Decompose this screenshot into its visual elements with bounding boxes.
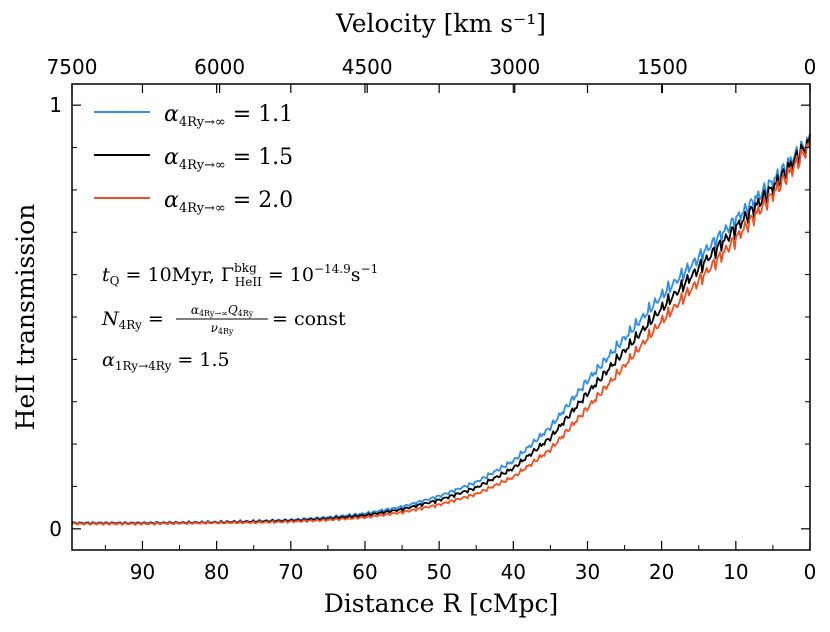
y-tick-label-1: 1 bbox=[49, 93, 62, 117]
series-layer bbox=[71, 132, 811, 526]
legend: α4Ry→∞ = 1.1 α4Ry→∞ = 1.5 α4Ry→∞ = 2.0 bbox=[94, 102, 293, 216]
annotation-line-1: tQ = 10Myr, Γbkg HeII = 10−14.9s−1 bbox=[102, 261, 378, 289]
legend-value-1: 1.1 bbox=[258, 102, 293, 127]
x-tick-label-0: 90 bbox=[130, 560, 155, 584]
top-tick-label-5: 0 bbox=[804, 55, 817, 79]
x-tick-label-3: 60 bbox=[352, 560, 377, 584]
x-tick-label-1: 80 bbox=[204, 560, 229, 584]
series-line-1 bbox=[71, 132, 811, 526]
x-tick-label-6: 30 bbox=[575, 560, 600, 584]
series-line-2 bbox=[71, 135, 811, 526]
x-tick-label-7: 20 bbox=[649, 560, 674, 584]
annotation-frac-den: ν4Ry bbox=[211, 321, 234, 336]
annotation-line-2: N4Ry = bbox=[101, 308, 164, 332]
annotation-line-3: α1Ry→4Ry = 1.5 bbox=[102, 349, 230, 373]
annotation-const: = const bbox=[272, 308, 346, 330]
x-tick-label-9: 0 bbox=[804, 560, 817, 584]
top-tick-label-1: 6000 bbox=[194, 55, 245, 79]
legend-label-2: α4Ry→∞ = 1.5 bbox=[164, 145, 293, 173]
x-axis-label: Distance R [cMpc] bbox=[324, 589, 559, 618]
annotation-frac-num: α4Ry→∞Q4Ry bbox=[191, 303, 254, 318]
x-tick-label-2: 70 bbox=[278, 560, 303, 584]
legend-value-3: 2.0 bbox=[258, 188, 293, 213]
top-tick-label-4: 1500 bbox=[637, 55, 688, 79]
legend-label-1: α4Ry→∞ = 1.1 bbox=[164, 102, 293, 130]
plot-frame bbox=[71, 83, 811, 551]
y-axis-label: HeII transmission bbox=[11, 204, 40, 431]
x-tick-label-8: 10 bbox=[723, 560, 748, 584]
top-tick-label-0: 7500 bbox=[47, 55, 98, 79]
series-line-3 bbox=[71, 139, 811, 526]
parameter-annotations: tQ = 10Myr, Γbkg HeII = 10−14.9s−1 N4Ry =… bbox=[101, 261, 378, 373]
y-tick-label-0: 0 bbox=[49, 517, 62, 541]
x-tick-label-5: 40 bbox=[501, 560, 526, 584]
legend-label-3: α4Ry→∞ = 2.0 bbox=[164, 188, 293, 216]
top-tick-label-2: 4500 bbox=[342, 55, 393, 79]
top-tick-label-3: 3000 bbox=[489, 55, 540, 79]
top-axis-label: Velocity [km s⁻¹] bbox=[335, 9, 546, 38]
x-tick-label-4: 50 bbox=[426, 560, 451, 584]
legend-value-2: 1.5 bbox=[258, 145, 293, 170]
